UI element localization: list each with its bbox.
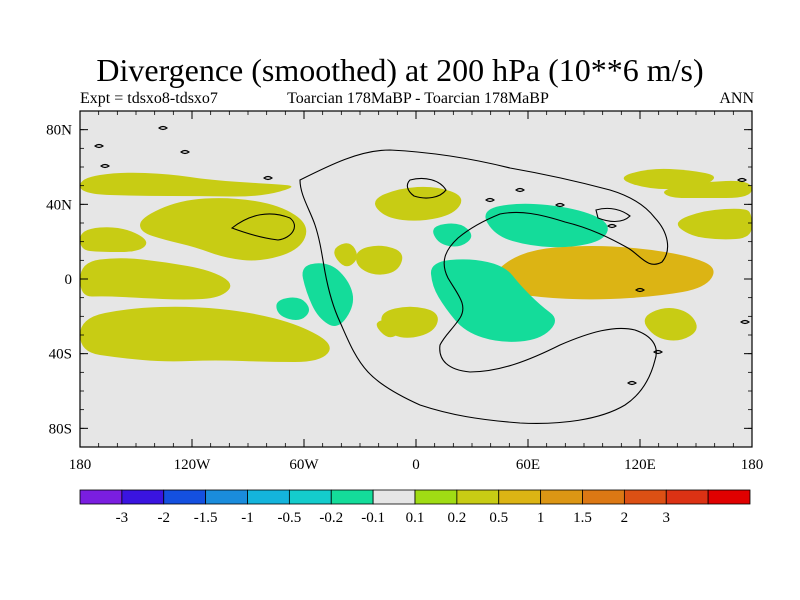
colorbar-label: 2 (621, 510, 629, 526)
divergence-contour (356, 245, 403, 275)
colorbar-label: -2 (158, 510, 171, 526)
coastline (230, 213, 295, 241)
island (627, 380, 637, 386)
island (635, 287, 645, 293)
divergence-contour (644, 308, 697, 341)
divergence-contour (677, 208, 752, 240)
experiment-label: Expt = tdsxo8-tdsxo7 (80, 90, 218, 107)
divergence-contour (433, 223, 472, 247)
colorbar-swatch (372, 489, 416, 505)
divergence-contour (522, 259, 637, 286)
y-tick-label: 80S (49, 421, 72, 437)
x-tick-label: 0 (412, 457, 420, 473)
island (740, 319, 750, 325)
divergence-contour (80, 258, 231, 300)
colorbar-label: -0.1 (361, 510, 385, 526)
x-tick-label: 180 (741, 457, 764, 473)
colorbar-swatch (707, 489, 751, 505)
divergence-contour (430, 259, 555, 342)
colorbar-label: -0.5 (278, 510, 302, 526)
colorbar-swatch (582, 489, 625, 505)
island (555, 202, 565, 208)
y-tick-label: 40S (49, 347, 72, 363)
colorbar-label: -3 (116, 510, 129, 526)
x-tick-label: 60E (516, 457, 540, 473)
colorbar-swatch (330, 489, 374, 505)
coastline (299, 149, 669, 424)
divergence-contour (485, 203, 608, 248)
paleo-coastlines (94, 125, 750, 424)
y-tick-label: 80N (46, 123, 72, 139)
colorbar-swatch (623, 489, 667, 505)
colorbar-label: 0.1 (406, 510, 425, 526)
colorbar-swatch (540, 489, 583, 505)
colorbar-swatch (163, 489, 207, 505)
island (263, 175, 273, 181)
colorbar-label: 1.5 (573, 510, 592, 526)
x-tick-label: 180 (69, 457, 92, 473)
divergence-contour (276, 297, 309, 320)
colorbar-swatch (288, 489, 332, 505)
divergence-contour (219, 313, 257, 337)
color-bar: -3 -2 -1.5 -1 -0.5 -0.2 -0.1 0.1 0.2 0.5 1 1.5 2 3 (79, 489, 751, 526)
colorbar-label: 0.5 (489, 510, 508, 526)
colorbar-swatch (456, 489, 500, 505)
colorbar-label: -1.5 (194, 510, 218, 526)
island (94, 143, 104, 149)
colorbar-label: -1 (241, 510, 254, 526)
divergence-contour (152, 316, 230, 348)
island (485, 197, 495, 203)
divergence-contour (80, 172, 292, 197)
divergence-contour (623, 168, 714, 190)
contour-fields (80, 168, 752, 362)
colorbar-label: 0.2 (448, 510, 467, 526)
divergence-contour (334, 243, 357, 267)
plot-title: Divergence (smoothed) at 200 hPa (10**6 … (96, 52, 704, 88)
y-tick-label: 40N (46, 197, 72, 213)
colorbar-label: -0.2 (319, 510, 343, 526)
y-axis: 80N 40N 0 40S 80S (46, 110, 752, 448)
x-tick-label: 120W (174, 457, 212, 473)
island (515, 187, 525, 193)
colorbar-label: 3 (663, 510, 671, 526)
colorbar-swatch (205, 489, 248, 505)
season-label: ANN (719, 90, 754, 107)
colorbar-swatch (121, 489, 165, 505)
coastline (406, 177, 447, 199)
x-tick-label: 60W (289, 457, 319, 473)
y-tick-label: 0 (65, 272, 73, 288)
x-tick-label: 120E (624, 457, 656, 473)
period-label: Toarcian 178MaBP - Toarcian 178MaBP (287, 90, 549, 107)
island (653, 349, 663, 355)
island (100, 163, 110, 169)
island (737, 177, 747, 183)
colorbar-swatch (665, 489, 709, 505)
divergence-contour (376, 319, 400, 338)
divergence-contour (302, 263, 354, 326)
divergence-contour (80, 227, 147, 252)
island (180, 149, 190, 155)
colorbar-label: 1 (537, 510, 545, 526)
island (158, 125, 168, 131)
colorbar-swatch (79, 489, 123, 505)
colorbar-swatch (247, 489, 290, 505)
divergence-contour (560, 304, 618, 335)
colorbar-swatch (498, 489, 542, 505)
coastline (595, 207, 631, 223)
colorbar-swatch (414, 489, 458, 505)
x-axis: 180 120W 60W 0 60E 120E 180 (69, 111, 764, 473)
island (607, 223, 617, 229)
